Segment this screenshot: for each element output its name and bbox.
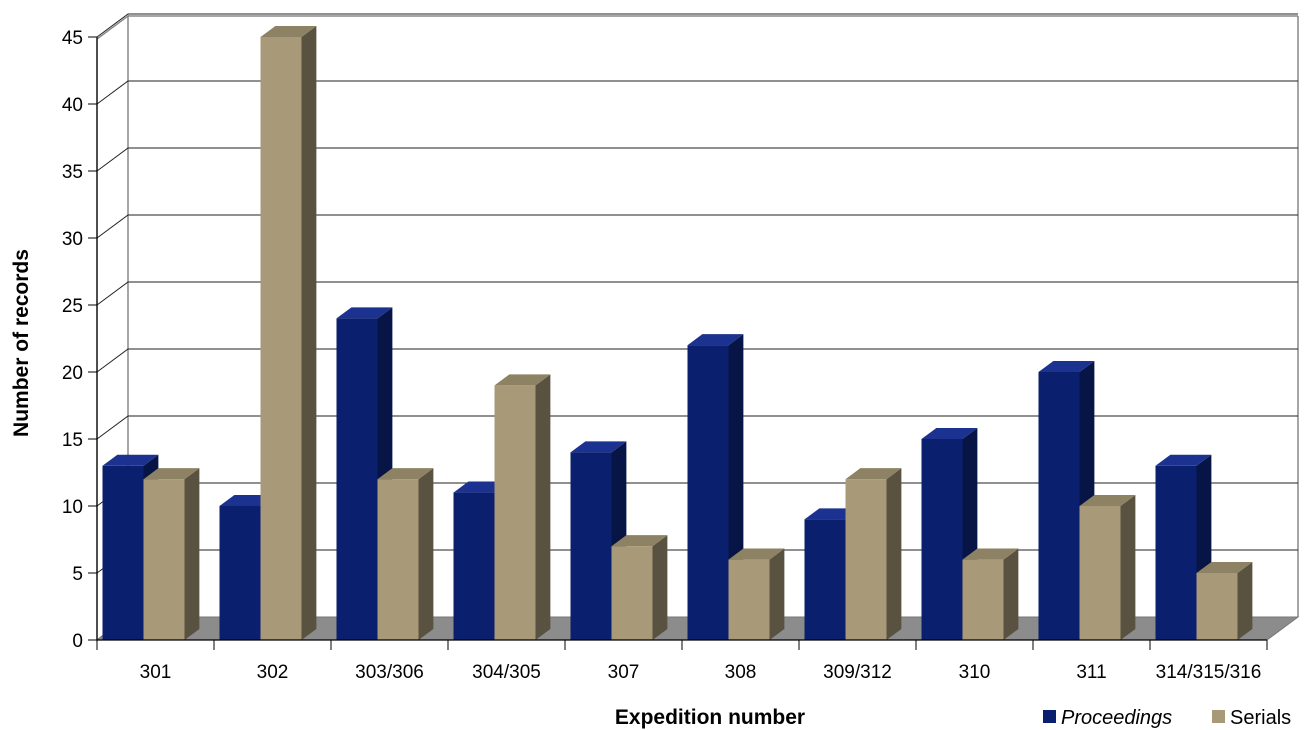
bar-top — [1155, 454, 1212, 466]
bar-top — [921, 427, 978, 439]
x-tick-label: 301 — [140, 662, 172, 683]
x-tick-label: 303/306 — [355, 662, 424, 683]
bar-front — [260, 37, 302, 640]
bar-front — [1079, 506, 1121, 640]
gridline — [96, 281, 1298, 306]
bar-serials-302 — [260, 25, 317, 640]
bar-side — [1120, 494, 1136, 640]
bar-side — [535, 374, 551, 640]
bar-top — [1038, 360, 1095, 372]
x-tick-label: 309/312 — [823, 662, 892, 683]
gridline — [96, 415, 1298, 440]
bar-top — [143, 468, 200, 480]
bar-front — [570, 452, 612, 640]
legend-swatch-proceedings — [1043, 710, 1056, 723]
bar-top — [102, 454, 159, 466]
x-axis-title: Expedition number — [615, 706, 805, 729]
bar-side — [1237, 561, 1253, 640]
bar-front — [962, 559, 1004, 640]
legend-swatch-serials — [1212, 710, 1225, 723]
bar-serials-310 — [962, 548, 1019, 640]
bar-top — [377, 468, 434, 480]
bar-front — [804, 519, 846, 640]
legend-label-serials: Serials — [1230, 707, 1291, 729]
bar-serials-301 — [143, 468, 200, 640]
bar-front — [1038, 372, 1080, 640]
bar-top — [260, 25, 317, 37]
gridline — [96, 80, 1298, 105]
legend: Proceedings Serials — [1043, 707, 1291, 729]
bar-serials-311 — [1079, 494, 1136, 640]
gridline — [96, 13, 1298, 38]
bar-top — [336, 307, 393, 319]
bar-top — [1196, 561, 1253, 573]
bar-front — [921, 439, 963, 640]
bar-side — [301, 25, 317, 640]
bar-front — [377, 479, 419, 640]
bar-side — [652, 535, 668, 640]
y-tick-label: 40 — [62, 95, 83, 116]
gridline — [96, 214, 1298, 239]
bar-front — [611, 546, 653, 640]
bar-side — [418, 468, 434, 640]
bar-side — [184, 468, 200, 640]
bar-top — [962, 548, 1019, 560]
bar-top — [845, 468, 902, 480]
x-tick-labels: 301 302 303/306 304/305 307 308 309/312 310 311 3… — [140, 662, 1262, 683]
y-tick-label: 45 — [62, 28, 83, 49]
bar-top — [687, 334, 744, 346]
legend-label-proceedings: Proceedings — [1061, 707, 1172, 729]
y-tick-labels: 0 5 10 15 20 25 30 35 40 45 — [62, 28, 83, 652]
bar-front — [687, 345, 729, 640]
y-tick-label: 10 — [62, 497, 83, 518]
bar-front — [494, 385, 536, 640]
x-tick-label: 310 — [959, 662, 991, 683]
y-tick-label: 30 — [62, 229, 83, 250]
axes — [88, 36, 1268, 650]
bar-side — [1003, 548, 1019, 640]
bar-front — [102, 465, 144, 640]
bar-top — [570, 441, 627, 453]
bar-top — [494, 374, 551, 386]
x-tick-label: 307 — [608, 662, 640, 683]
bar-top — [728, 548, 785, 560]
bar-top — [1079, 494, 1136, 506]
bar-serials-307 — [611, 535, 668, 640]
y-axis-title: Number of records — [10, 249, 33, 437]
bar-front — [143, 479, 185, 640]
bar-side — [769, 548, 785, 640]
y-tick-label: 0 — [72, 631, 83, 652]
gridline — [96, 348, 1298, 373]
y-tick-label: 20 — [62, 363, 83, 384]
bar-top — [611, 535, 668, 547]
y-tick-label: 5 — [72, 564, 83, 585]
bar-serials-308 — [728, 548, 785, 640]
bar-front — [219, 506, 261, 640]
bar-front — [1155, 465, 1197, 640]
x-tick-label: 311 — [1076, 662, 1106, 683]
bar-serials-303/306 — [377, 468, 434, 640]
bars — [102, 25, 1253, 640]
x-tick-label: 308 — [725, 662, 757, 683]
gridline — [96, 147, 1298, 172]
y-tick-label: 35 — [62, 162, 83, 183]
x-tick-label: 314/315/316 — [1156, 662, 1262, 683]
bar-serials-309/312 — [845, 468, 902, 640]
y-tick-label: 25 — [62, 296, 83, 317]
bar-serials-314/315/316 — [1196, 561, 1253, 640]
y-tick-label: 15 — [62, 430, 83, 451]
bar-serials-304/305 — [494, 374, 551, 640]
bar-side — [886, 468, 902, 640]
bar-front — [728, 559, 770, 640]
bar-front — [1196, 573, 1238, 640]
bar-front — [845, 479, 887, 640]
bar-front — [336, 318, 378, 640]
x-tick-label: 304/305 — [472, 662, 541, 683]
bar-front — [453, 492, 495, 640]
x-tick-label: 302 — [257, 662, 289, 683]
